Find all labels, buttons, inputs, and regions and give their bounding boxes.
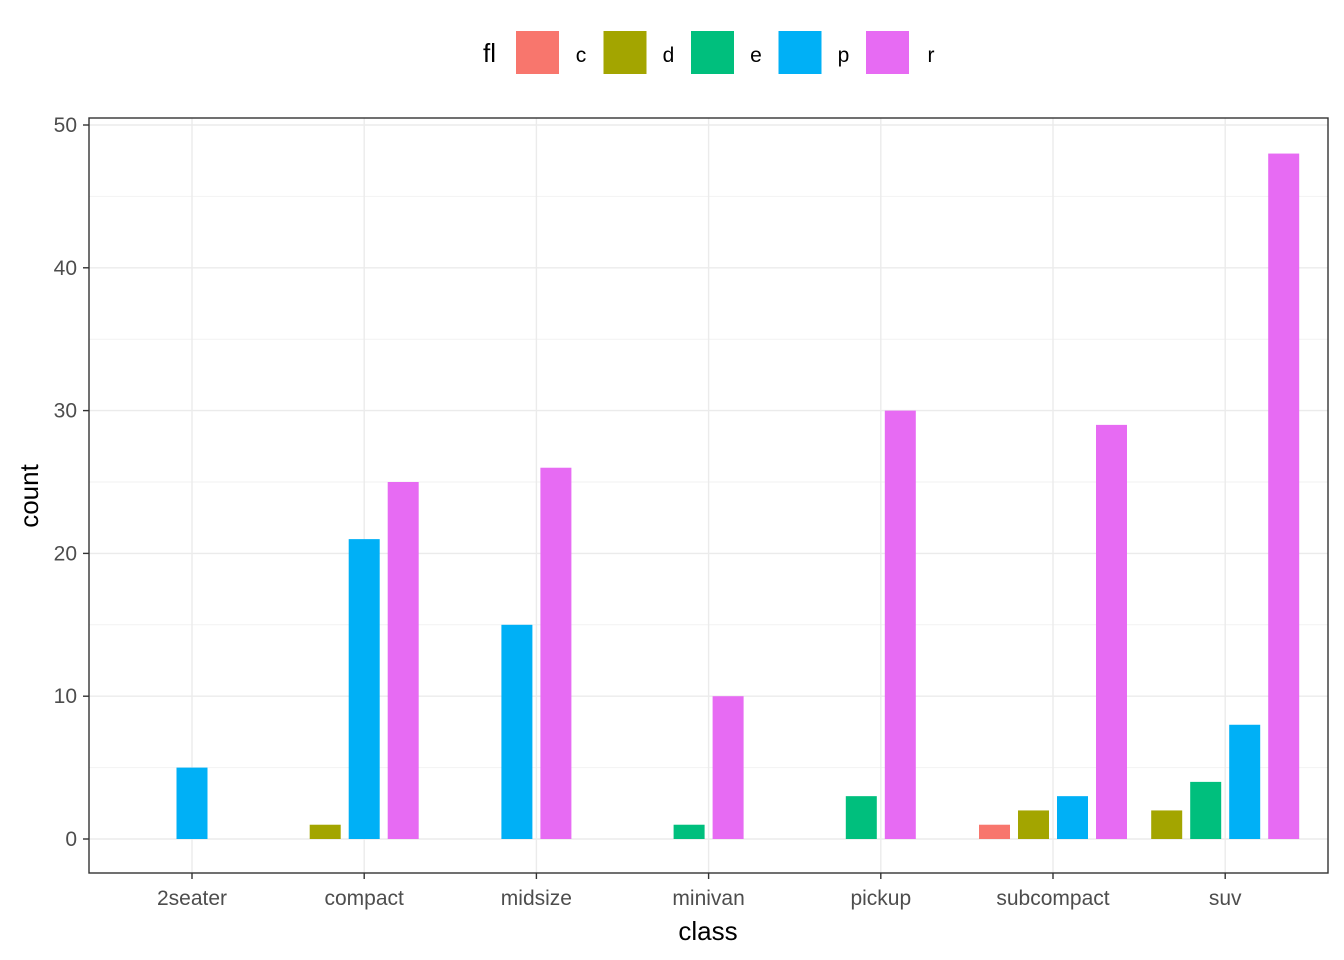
bar-r-midsize	[540, 467, 572, 839]
legend: fl c d e p r	[483, 31, 935, 74]
legend-title: fl	[483, 38, 496, 68]
bar-r-suv	[1268, 153, 1300, 839]
legend-label-c: c	[576, 44, 587, 67]
y-axis-title: count	[14, 463, 44, 527]
bar-d-compact	[309, 824, 341, 839]
legend-label-d: d	[663, 44, 675, 67]
bars	[176, 153, 1300, 839]
legend-key-r	[866, 31, 909, 74]
x-tick-label: 2seater	[157, 887, 227, 910]
x-tick-label: suv	[1209, 887, 1242, 910]
bar-p-2seater	[176, 767, 208, 839]
legend-key-c	[516, 31, 559, 74]
x-axis: 2seater compact midsize minivan pickup subcom…	[157, 873, 1242, 910]
x-tick-label: compact	[325, 887, 405, 910]
bar-d-subcompact	[1018, 810, 1049, 839]
x-tick-label: minivan	[672, 887, 744, 910]
bar-d-suv	[1151, 810, 1183, 839]
x-tick-label: pickup	[850, 887, 911, 910]
bar-r-minivan	[712, 696, 744, 839]
y-axis: 0 10 20 30 40 50	[54, 114, 89, 851]
y-tick-label: 50	[54, 114, 77, 137]
bar-r-compact	[387, 482, 419, 839]
legend-label-r: r	[928, 44, 935, 67]
bar-p-midsize	[501, 624, 533, 839]
bar-r-pickup	[884, 410, 916, 839]
y-tick-label: 30	[54, 400, 77, 423]
x-tick-label: midsize	[501, 887, 572, 910]
legend-label-p: p	[838, 44, 850, 67]
y-tick-label: 0	[65, 828, 77, 851]
legend-key-p	[778, 31, 822, 74]
y-tick-label: 40	[54, 257, 77, 280]
x-axis-title: class	[678, 916, 737, 946]
bar-c-subcompact	[979, 824, 1010, 839]
bar-e-minivan	[673, 824, 705, 839]
y-tick-label: 20	[54, 542, 77, 565]
bar-p-subcompact	[1057, 796, 1088, 839]
bar-e-suv	[1190, 781, 1222, 839]
major-gridlines	[89, 118, 1328, 873]
y-tick-label: 10	[54, 685, 77, 708]
legend-label-e: e	[750, 44, 762, 67]
legend-key-e	[691, 31, 734, 74]
bar-e-pickup	[845, 796, 877, 839]
bar-p-compact	[348, 539, 380, 839]
bar-r-subcompact	[1096, 424, 1127, 839]
x-tick-label: subcompact	[996, 887, 1109, 910]
bar-p-suv	[1229, 724, 1261, 839]
legend-key-d	[603, 31, 647, 74]
